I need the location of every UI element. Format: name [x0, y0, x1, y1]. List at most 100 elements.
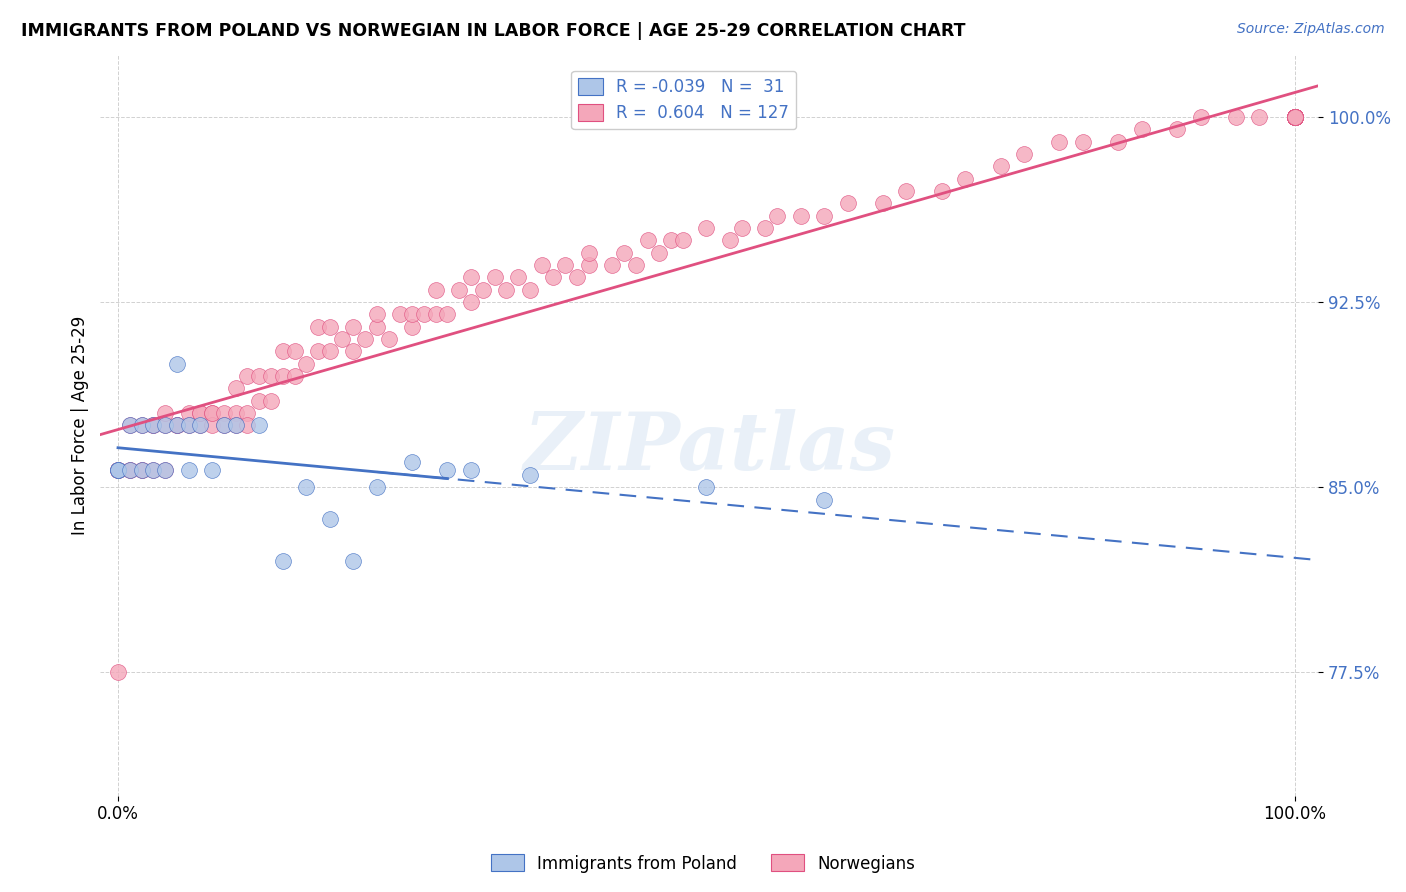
Point	[366, 307, 388, 321]
Point	[543, 270, 565, 285]
Point	[142, 463, 165, 477]
Point	[1166, 122, 1188, 136]
Point	[153, 406, 176, 420]
Point	[1012, 147, 1035, 161]
Point	[600, 258, 623, 272]
Point	[1284, 110, 1306, 124]
Point	[1284, 110, 1306, 124]
Point	[519, 283, 541, 297]
Point	[1284, 110, 1306, 124]
Point	[271, 344, 294, 359]
Point	[460, 463, 482, 477]
Point	[236, 418, 259, 433]
Point	[1284, 110, 1306, 124]
Point	[201, 418, 224, 433]
Point	[1189, 110, 1212, 124]
Point	[342, 344, 364, 359]
Point	[107, 463, 129, 477]
Point	[153, 418, 176, 433]
Text: Source: ZipAtlas.com: Source: ZipAtlas.com	[1237, 22, 1385, 37]
Y-axis label: In Labor Force | Age 25-29: In Labor Force | Age 25-29	[72, 316, 89, 535]
Point	[131, 463, 153, 477]
Point	[484, 270, 506, 285]
Point	[190, 406, 212, 420]
Point	[142, 418, 165, 433]
Point	[131, 418, 153, 433]
Text: ZIPatlas: ZIPatlas	[523, 409, 896, 486]
Point	[648, 245, 671, 260]
Point	[118, 418, 141, 433]
Point	[1284, 110, 1306, 124]
Point	[190, 418, 212, 433]
Point	[236, 369, 259, 384]
Point	[107, 463, 129, 477]
Point	[613, 245, 636, 260]
Point	[201, 406, 224, 420]
Point	[118, 463, 141, 477]
Point	[177, 463, 200, 477]
Point	[436, 463, 458, 477]
Point	[565, 270, 588, 285]
Point	[1284, 110, 1306, 124]
Point	[225, 418, 247, 433]
Point	[1284, 110, 1306, 124]
Point	[247, 393, 270, 408]
Point	[436, 307, 458, 321]
Point	[1284, 110, 1306, 124]
Point	[401, 307, 423, 321]
Point	[1284, 110, 1306, 124]
Point	[107, 665, 129, 680]
Point	[131, 418, 153, 433]
Point	[718, 233, 741, 247]
Point	[1284, 110, 1306, 124]
Point	[519, 467, 541, 482]
Point	[225, 381, 247, 395]
Point	[1284, 110, 1306, 124]
Point	[212, 418, 235, 433]
Point	[931, 184, 953, 198]
Point	[389, 307, 412, 321]
Text: IMMIGRANTS FROM POLAND VS NORWEGIAN IN LABOR FORCE | AGE 25-29 CORRELATION CHART: IMMIGRANTS FROM POLAND VS NORWEGIAN IN L…	[21, 22, 966, 40]
Point	[342, 319, 364, 334]
Point	[672, 233, 695, 247]
Point	[212, 406, 235, 420]
Point	[342, 554, 364, 568]
Point	[131, 463, 153, 477]
Point	[1047, 135, 1070, 149]
Point	[754, 221, 776, 235]
Point	[695, 480, 717, 494]
Point	[177, 418, 200, 433]
Point	[142, 418, 165, 433]
Point	[131, 463, 153, 477]
Point	[177, 406, 200, 420]
Point	[955, 171, 977, 186]
Point	[1284, 110, 1306, 124]
Point	[271, 369, 294, 384]
Point	[260, 393, 283, 408]
Point	[166, 418, 188, 433]
Point	[1071, 135, 1094, 149]
Legend: Immigrants from Poland, Norwegians: Immigrants from Poland, Norwegians	[484, 847, 922, 880]
Point	[460, 270, 482, 285]
Point	[107, 463, 129, 477]
Point	[1284, 110, 1306, 124]
Point	[354, 332, 377, 346]
Point	[425, 307, 447, 321]
Point	[896, 184, 918, 198]
Point	[247, 418, 270, 433]
Point	[118, 418, 141, 433]
Point	[554, 258, 576, 272]
Point	[1284, 110, 1306, 124]
Point	[1284, 110, 1306, 124]
Point	[177, 418, 200, 433]
Point	[295, 480, 318, 494]
Point	[295, 357, 318, 371]
Point	[283, 369, 305, 384]
Point	[1284, 110, 1306, 124]
Point	[190, 418, 212, 433]
Point	[578, 258, 600, 272]
Point	[813, 492, 835, 507]
Point	[637, 233, 659, 247]
Point	[766, 209, 789, 223]
Legend: R = -0.039   N =  31, R =  0.604   N = 127: R = -0.039 N = 31, R = 0.604 N = 127	[571, 70, 796, 128]
